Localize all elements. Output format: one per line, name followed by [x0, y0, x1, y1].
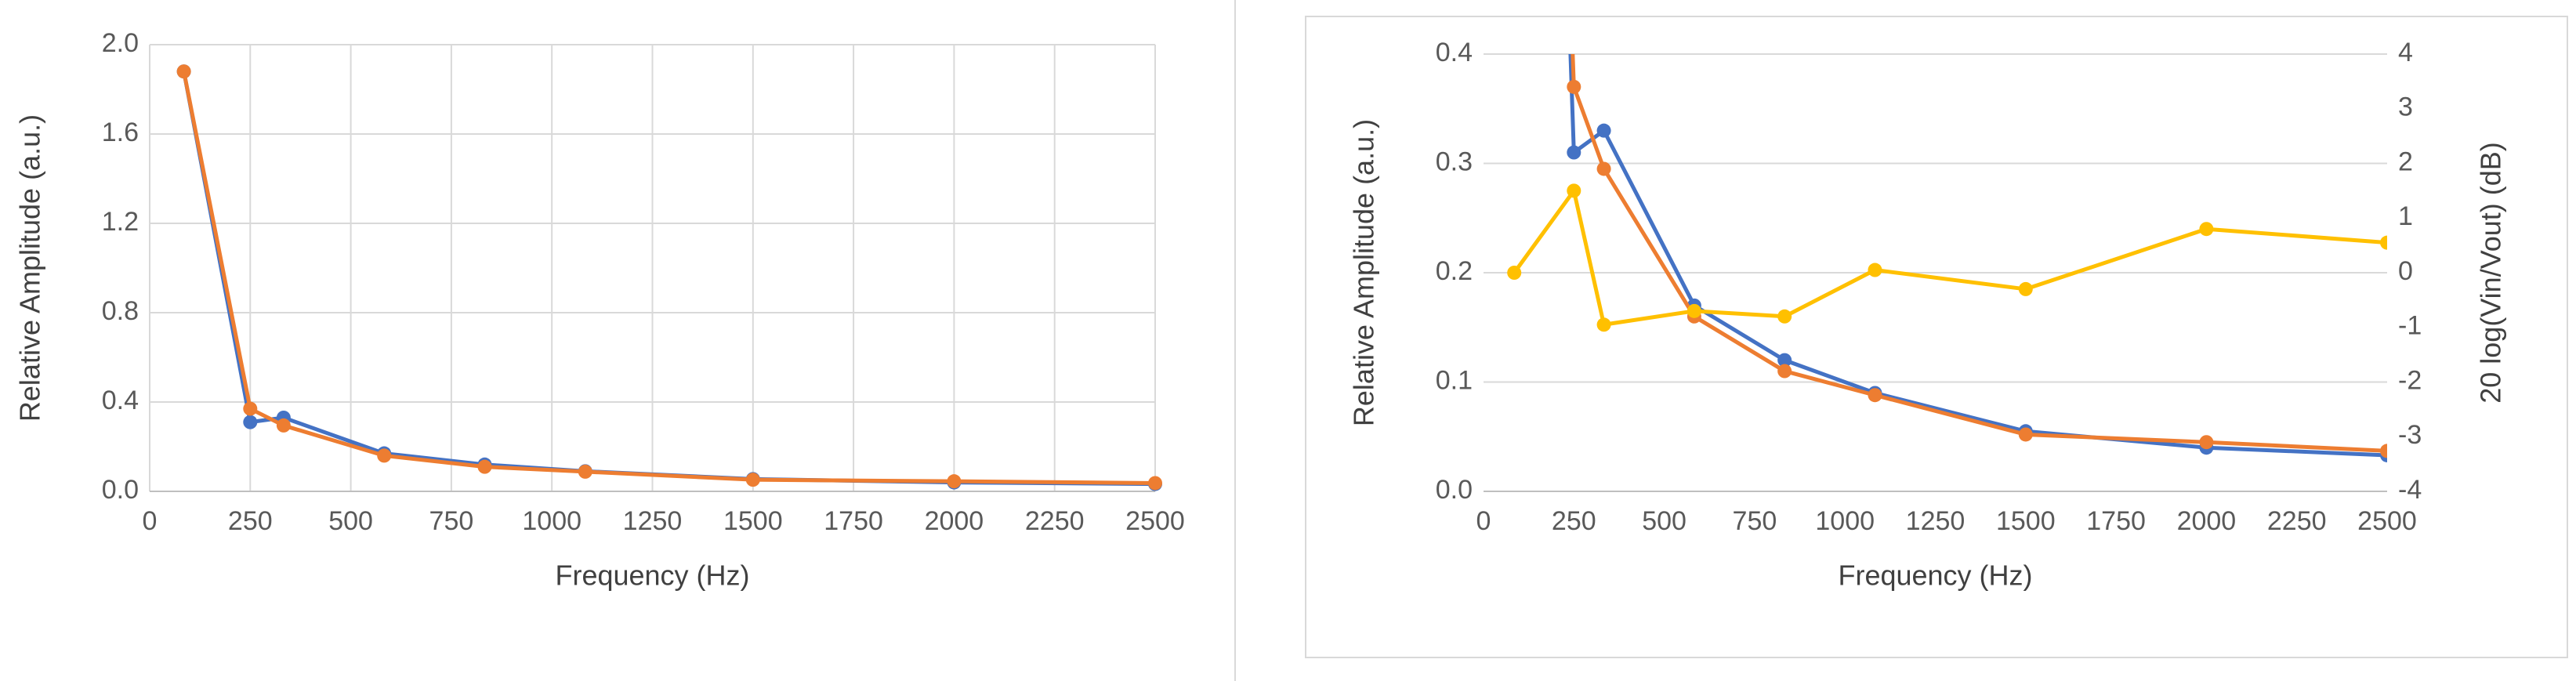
data-point [276, 418, 291, 433]
data-point [1596, 123, 1611, 138]
data-point [2199, 435, 2214, 450]
data-point [1687, 303, 1701, 318]
data-point [1868, 388, 1882, 403]
data-point [377, 448, 392, 463]
data-point [2018, 281, 2033, 296]
data-point [1507, 266, 1522, 280]
data-point [2380, 444, 2387, 458]
data-point [477, 459, 492, 474]
data-point [1567, 145, 1581, 160]
data-point [1596, 161, 1611, 176]
x-tick-label: 500 [328, 506, 373, 536]
y-tick-label: 0.2 [1436, 256, 1473, 286]
data-point [243, 401, 258, 416]
data-point [2199, 222, 2214, 237]
y-tick-label: 0.4 [102, 386, 139, 415]
y2-tick-label: 3 [2398, 92, 2413, 122]
x-tick-label: 1250 [1906, 506, 1966, 536]
data-point [2018, 427, 2033, 442]
y-tick-label: 1.6 [102, 118, 139, 147]
chart-border [1305, 16, 2568, 658]
x-tick-label: 750 [1733, 506, 1777, 536]
x-tick-label: 2500 [1125, 506, 1185, 536]
data-point [1596, 317, 1611, 332]
y-tick-label: 0.8 [102, 296, 139, 326]
y2-tick-label: -3 [2398, 420, 2422, 450]
y2-tick-label: 4 [2398, 38, 2413, 67]
y-axis-title: Relative Amplitude (a.u.) [14, 114, 46, 422]
data-point [1777, 364, 1792, 379]
y2-tick-label: 0 [2398, 256, 2413, 286]
x-tick-label: 250 [228, 506, 273, 536]
data-point [1567, 79, 1581, 94]
x-tick-label: 1500 [1996, 506, 2056, 536]
data-point [1148, 476, 1162, 491]
x-tick-label: 1000 [1815, 506, 1875, 536]
plot-area [1507, 54, 2387, 462]
data-point [947, 474, 962, 489]
data-point [745, 473, 760, 487]
y2-tick-label: 1 [2398, 201, 2413, 231]
x-tick-label: 2000 [925, 506, 984, 536]
y-tick-label: 0.1 [1436, 365, 1473, 395]
x-tick-label: 2250 [1025, 506, 1085, 536]
y-tick-label: 0.4 [1436, 38, 1473, 67]
data-point [1868, 263, 1882, 277]
x-axis-title: Frequency (Hz) [555, 560, 749, 592]
x-tick-label: 2500 [2357, 506, 2417, 536]
x-tick-label: 750 [429, 506, 474, 536]
data-point [1777, 309, 1792, 324]
data-point [1567, 183, 1581, 198]
x-tick-label: 250 [1552, 506, 1596, 536]
data-point [1777, 353, 1792, 368]
x-tick-label: 1250 [623, 506, 683, 536]
y-tick-label: 0.0 [102, 475, 139, 505]
y-tick-label: 0.3 [1436, 147, 1473, 176]
data-point [2380, 235, 2387, 250]
x-tick-label: 1750 [824, 506, 883, 536]
data-point [578, 464, 592, 479]
y2-tick-label: -1 [2398, 311, 2422, 341]
data-point [176, 64, 191, 79]
y2-tick-label: 2 [2398, 147, 2413, 176]
y2-axis-title: 20 log(Vin/Vout) (dB) [2475, 142, 2507, 404]
x-tick-label: 0 [1476, 506, 1491, 536]
x-tick-label: 500 [1642, 506, 1687, 536]
x-tick-label: 1500 [723, 506, 783, 536]
x-axis-title: Frequency (Hz) [1838, 560, 2032, 592]
data-point [243, 415, 258, 429]
y-tick-label: 2.0 [102, 28, 139, 58]
plot-area [176, 64, 1162, 491]
y-axis-title: Relative Amplitude (a.u.) [1348, 119, 1380, 426]
x-tick-label: 1000 [522, 506, 582, 536]
y2-tick-label: -4 [2398, 475, 2422, 505]
x-tick-label: 2250 [2267, 506, 2327, 536]
y-tick-label: 1.2 [102, 207, 139, 237]
x-tick-label: 2000 [2177, 506, 2237, 536]
y-tick-label: 0.0 [1436, 475, 1473, 505]
x-tick-label: 0 [143, 506, 158, 536]
x-tick-label: 1750 [2086, 506, 2146, 536]
y2-tick-label: -2 [2398, 365, 2422, 395]
